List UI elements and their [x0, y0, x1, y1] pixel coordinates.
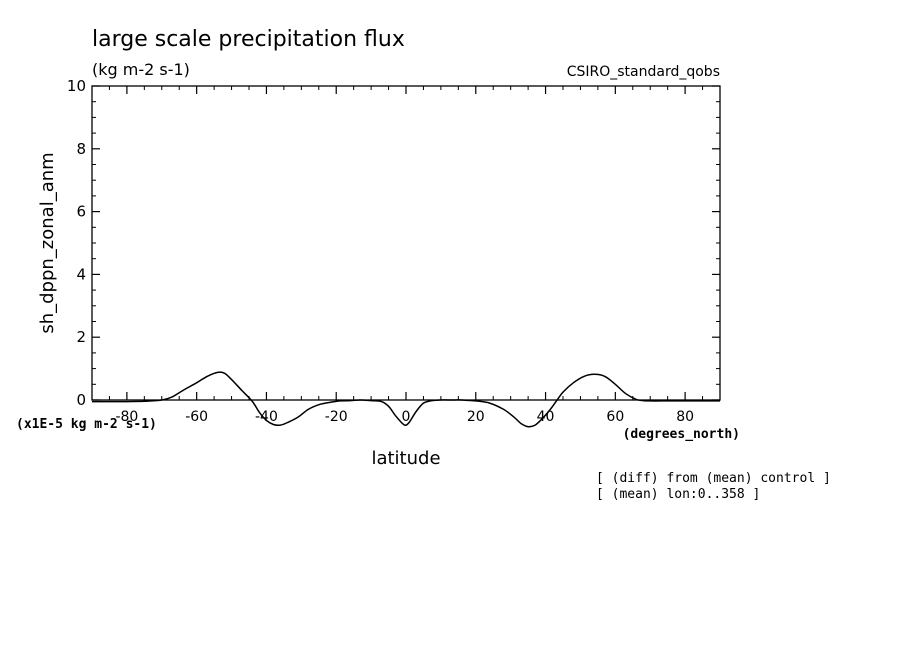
y-tick-label: 8: [76, 140, 86, 158]
x-tick-label: 60: [606, 409, 624, 425]
x-tick-label: 0: [402, 409, 411, 425]
x-tick-label: 20: [467, 409, 485, 425]
y-axis-label: sh_dppn_zonal_anm: [37, 152, 58, 333]
x-axis: -80 -60 -40 -20 0 20 40 60 80: [108, 86, 704, 425]
x-tick-label: 40: [537, 409, 555, 425]
x-units-label: (degrees_north): [623, 427, 740, 442]
note-mean: [ (mean) lon:0..358 ]: [596, 487, 760, 502]
note-diff: [ (diff) from (mean) control ]: [596, 471, 831, 486]
model-label: CSIRO_standard_qobs: [567, 64, 720, 80]
series-group: [91, 371, 720, 428]
y-tick-label: 2: [76, 328, 86, 346]
y-scale-note: (x1E-5 kg m-2 s-1): [16, 417, 157, 432]
y-axis: 0 2 4 6 8 10: [67, 77, 720, 409]
x-tick-label: -20: [325, 409, 348, 425]
x-tick-label: -80: [115, 409, 138, 425]
series-line: [91, 371, 720, 428]
y-tick-label: 0: [76, 391, 86, 409]
x-tick-label: -60: [185, 409, 208, 425]
chart-title: large scale precipitation flux: [92, 27, 405, 52]
y-tick-label: 4: [76, 265, 86, 283]
x-tick-label: 80: [676, 409, 694, 425]
plot-frame: [91, 85, 721, 401]
chart-units: (kg m-2 s-1): [92, 60, 190, 79]
y-tick-label: 10: [67, 77, 86, 95]
y-tick-label: 6: [76, 203, 86, 221]
x-axis-label: latitude: [371, 448, 440, 469]
